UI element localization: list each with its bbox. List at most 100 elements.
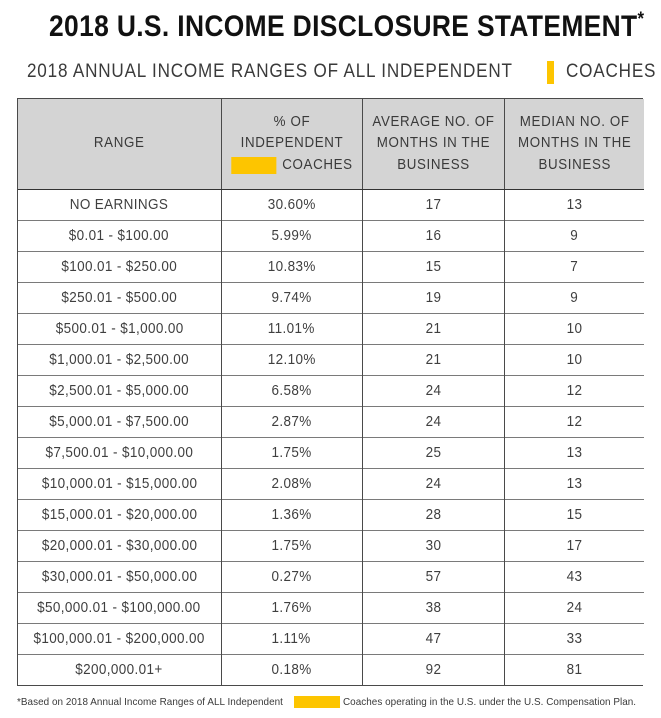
cell-percent-text: 1.75% xyxy=(271,445,312,461)
cell-median-months-text: 13 xyxy=(566,197,583,213)
column-header-average-text: AVERAGE NO. OF MONTHS IN THE BUSINESS xyxy=(372,112,494,175)
cell-average-months: 24 xyxy=(362,468,505,500)
cell-percent-text: 11.01% xyxy=(268,321,315,337)
column-header-range: RANGE xyxy=(18,99,222,190)
cell-range-text: $100.01 - $250.00 xyxy=(61,259,178,275)
cell-median-months: 10 xyxy=(504,313,644,345)
cell-median-months: 12 xyxy=(504,406,644,438)
table-header: RANGE % OF INDEPENDENT COACHES xyxy=(18,99,644,190)
column-header-median-line3: BUSINESS xyxy=(537,156,611,173)
cell-median-months: 13 xyxy=(504,189,644,221)
cell-range-text: $100,000.01 - $200,000.00 xyxy=(33,631,205,647)
cell-average-months: 57 xyxy=(362,561,505,593)
cell-median-months: 33 xyxy=(504,623,644,655)
cell-range-text: $10,000.01 - $15,000.00 xyxy=(41,476,198,492)
cell-average-months-text: 21 xyxy=(425,321,441,337)
page-title-asterisk: * xyxy=(637,9,645,30)
cell-median-months-text: 24 xyxy=(566,600,583,616)
cell-range-text: $0.01 - $100.00 xyxy=(69,228,170,244)
cell-percent: 6.58% xyxy=(221,375,363,407)
cell-average-months-text: 24 xyxy=(425,476,441,492)
cell-average-months-text: 19 xyxy=(425,290,441,306)
cell-range-text: $200,000.01+ xyxy=(75,662,163,678)
column-header-percent-text: % OF INDEPENDENT COACHES xyxy=(230,112,352,175)
cell-average-months: 16 xyxy=(362,220,505,252)
cell-range-text: $20,000.01 - $30,000.00 xyxy=(41,538,198,554)
cell-average-months: 28 xyxy=(362,499,505,531)
table-row: $15,000.01 - $20,000.00 1.36% 28 15 xyxy=(18,499,644,531)
cell-percent-text: 9.74% xyxy=(271,290,312,306)
column-header-median-months: MEDIAN NO. OF MONTHS IN THE BUSINESS xyxy=(504,99,644,190)
cell-median-months-text: 9 xyxy=(570,290,579,306)
column-header-percent-line1: % OF xyxy=(273,114,310,131)
cell-average-months: 38 xyxy=(362,592,505,624)
cell-percent: 0.27% xyxy=(221,561,363,593)
cell-range: $100,000.01 - $200,000.00 xyxy=(18,623,222,655)
cell-average-months: 21 xyxy=(362,344,505,376)
cell-percent: 30.60% xyxy=(221,189,363,221)
column-header-median-line2: MONTHS IN THE xyxy=(517,135,631,152)
table-row: $250.01 - $500.00 9.74% 19 9 xyxy=(18,282,644,314)
cell-median-months-text: 15 xyxy=(566,507,583,523)
cell-median-months: 9 xyxy=(504,220,644,252)
cell-percent: 11.01% xyxy=(221,313,363,345)
cell-range-text: $5,000.01 - $7,500.00 xyxy=(49,414,190,430)
cell-range-text: NO EARNINGS xyxy=(69,197,169,213)
cell-median-months: 13 xyxy=(504,437,644,469)
cell-percent: 12.10% xyxy=(221,344,363,376)
cell-percent-text: 30.60% xyxy=(267,197,316,213)
column-header-average-line2: MONTHS IN THE xyxy=(376,135,490,152)
table-row: $100,000.01 - $200,000.00 1.11% 47 33 xyxy=(18,623,644,655)
cell-range: $15,000.01 - $20,000.00 xyxy=(18,499,222,531)
cell-average-months: 17 xyxy=(362,189,505,221)
cell-median-months-text: 81 xyxy=(566,662,583,678)
cell-median-months: 15 xyxy=(504,499,644,531)
cell-median-months: 81 xyxy=(504,654,644,685)
cell-average-months: 30 xyxy=(362,530,505,562)
cell-percent-text: 10.83% xyxy=(267,259,316,275)
cell-range: $5,000.01 - $7,500.00 xyxy=(18,406,222,438)
column-header-percent-coaches: % OF INDEPENDENT COACHES xyxy=(221,99,363,190)
cell-median-months: 10 xyxy=(504,344,644,376)
page-title-text: 2018 U.S. INCOME DISCLOSURE STATEMENT xyxy=(49,10,638,43)
column-header-range-line1: RANGE xyxy=(93,135,145,152)
cell-median-months-text: 33 xyxy=(566,631,583,647)
cell-average-months: 25 xyxy=(362,437,505,469)
cell-median-months: 24 xyxy=(504,592,644,624)
table-row: $30,000.01 - $50,000.00 0.27% 57 43 xyxy=(18,561,644,593)
table-row: $100.01 - $250.00 10.83% 15 7 xyxy=(18,251,644,283)
cell-average-months-text: 24 xyxy=(425,383,441,399)
table-row: $7,500.01 - $10,000.00 1.75% 25 13 xyxy=(18,437,644,469)
cell-range: $50,000.01 - $100,000.00 xyxy=(18,592,222,624)
table-row: $2,500.01 - $5,000.00 6.58% 24 12 xyxy=(18,375,644,407)
cell-percent: 1.36% xyxy=(221,499,363,531)
cell-average-months-text: 15 xyxy=(425,259,441,275)
cell-percent-text: 2.08% xyxy=(271,476,312,492)
page-title-row: 2018 U.S. INCOME DISCLOSURE STATEMENT* xyxy=(0,0,661,54)
cell-range: NO EARNINGS xyxy=(18,189,222,221)
cell-median-months: 7 xyxy=(504,251,644,283)
redaction-box-subtitle-brand xyxy=(546,60,554,84)
table-body: NO EARNINGS 30.60% 17 13 $0.01 - $100.00 5.99… xyxy=(18,189,644,685)
cell-range: $250.01 - $500.00 xyxy=(18,282,222,314)
table-header-row: RANGE % OF INDEPENDENT COACHES xyxy=(18,99,644,190)
cell-range: $500.01 - $1,000.00 xyxy=(18,313,222,345)
cell-range: $0.01 - $100.00 xyxy=(18,220,222,252)
cell-percent: 10.83% xyxy=(221,251,363,283)
cell-range-text: $1,000.01 - $2,500.00 xyxy=(49,352,190,368)
column-header-average-months: AVERAGE NO. OF MONTHS IN THE BUSINESS xyxy=(362,99,505,190)
cell-average-months-text: 38 xyxy=(425,600,441,616)
cell-range: $20,000.01 - $30,000.00 xyxy=(18,530,222,562)
footnote: *Based on 2018 Annual Income Ranges of A… xyxy=(17,696,645,708)
cell-range-text: $500.01 - $1,000.00 xyxy=(55,321,184,337)
cell-median-months: 13 xyxy=(504,468,644,500)
cell-average-months-text: 47 xyxy=(425,631,441,647)
cell-median-months-text: 12 xyxy=(566,414,583,430)
cell-average-months-text: 17 xyxy=(425,197,441,213)
cell-range: $200,000.01+ xyxy=(18,654,222,685)
cell-median-months: 17 xyxy=(504,530,644,562)
cell-percent-text: 1.36% xyxy=(271,507,312,523)
cell-average-months-text: 21 xyxy=(425,352,441,368)
income-disclosure-table-wrapper: RANGE % OF INDEPENDENT COACHES xyxy=(17,98,644,686)
table-row: $500.01 - $1,000.00 11.01% 21 10 xyxy=(18,313,644,345)
